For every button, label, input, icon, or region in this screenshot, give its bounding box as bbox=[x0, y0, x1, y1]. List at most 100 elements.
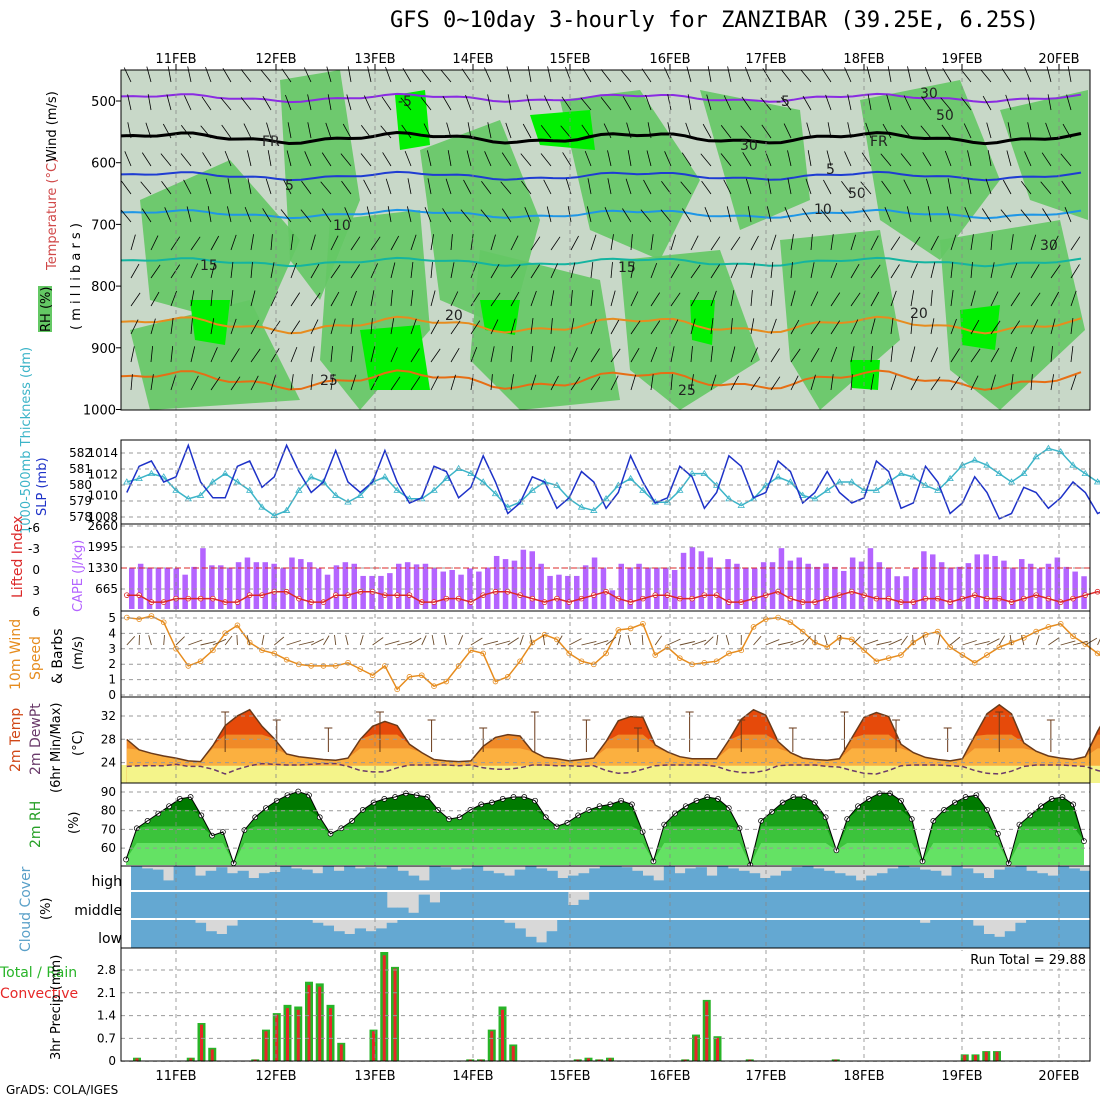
cloud-cover-bar bbox=[1036, 873, 1048, 890]
wind-barb bbox=[187, 66, 192, 83]
wind-barb bbox=[870, 291, 880, 307]
wind-barb bbox=[882, 123, 892, 139]
contour-label: 50 bbox=[848, 186, 866, 202]
wind-barb bbox=[301, 180, 312, 195]
wind-barb bbox=[350, 346, 354, 363]
wind-barb bbox=[942, 68, 952, 83]
cloud-cover-bar bbox=[131, 920, 143, 948]
thickness-tick-label: 580 bbox=[69, 478, 92, 492]
wind-barb bbox=[1050, 235, 1059, 251]
contour-label: -5 bbox=[776, 94, 790, 110]
cape-bar bbox=[431, 567, 438, 609]
cloud-cover-bar bbox=[376, 928, 388, 948]
rh2m-axis-label: 2m RH bbox=[28, 801, 44, 848]
cloud-cover-bar bbox=[781, 870, 793, 890]
precip-convective-bar bbox=[716, 1037, 719, 1061]
precip-convective-bar bbox=[135, 1058, 139, 1061]
thickness-tick-label: 582 bbox=[69, 446, 92, 460]
wind-barb bbox=[190, 236, 201, 251]
slp-tick-label: 1012 bbox=[87, 467, 118, 481]
wind-barb bbox=[930, 347, 938, 363]
precip-label-c: 3hr Precip (mm) bbox=[49, 955, 64, 1060]
cloud-cover-bar bbox=[908, 892, 921, 918]
cape-bar bbox=[858, 561, 865, 609]
cloud-cover-bar bbox=[727, 892, 739, 918]
wind-barb bbox=[926, 178, 932, 195]
cloud-cover-bar bbox=[312, 873, 324, 890]
wind-barb bbox=[260, 69, 272, 83]
day-label-bottom: 17FEB bbox=[745, 1069, 786, 1084]
cloud-cover-bar bbox=[472, 866, 484, 890]
cloud-cover-bar bbox=[717, 920, 729, 948]
cloud-cover-bar bbox=[365, 931, 377, 948]
wind-barb bbox=[622, 95, 632, 111]
cloud-cover-bar bbox=[365, 892, 377, 918]
wind-barb bbox=[604, 207, 612, 223]
cloud-cover-bar bbox=[184, 920, 196, 948]
contour-label: 10 bbox=[333, 218, 351, 234]
cloud-cover-bar bbox=[376, 868, 388, 890]
wind-tick-label: 2 bbox=[108, 657, 116, 671]
cloud-cover-bar bbox=[397, 870, 409, 890]
cloud-cover-bar bbox=[887, 868, 899, 890]
wind-barb bbox=[407, 206, 412, 223]
cloud-level-low: low bbox=[98, 931, 122, 947]
wind-barb bbox=[710, 346, 714, 363]
surface-wind-barb bbox=[876, 641, 892, 646]
precip-convective-bar bbox=[264, 1031, 268, 1061]
surface-wind-barb bbox=[495, 640, 511, 646]
cape-bar bbox=[1027, 563, 1034, 609]
cape-bar bbox=[582, 565, 589, 609]
surface-wind-barb bbox=[421, 635, 427, 646]
cloud-cover-bar bbox=[450, 892, 462, 918]
wind-barb bbox=[970, 375, 979, 391]
wind-barb bbox=[490, 263, 500, 279]
cloud-cover-bar bbox=[663, 920, 675, 948]
wind-barb bbox=[661, 180, 672, 195]
surface-wind-barb bbox=[556, 635, 563, 646]
wind-barb bbox=[244, 206, 252, 223]
temp-tick-label: 28 bbox=[101, 732, 116, 746]
cape-bar bbox=[930, 554, 936, 609]
surface-wind-barb bbox=[888, 638, 902, 646]
cloud-cover-bar bbox=[194, 922, 207, 948]
wind-barb bbox=[170, 374, 177, 391]
cloud-cover-bar bbox=[290, 920, 302, 948]
cloud-cover-bar bbox=[685, 892, 697, 918]
cloud-cover-bar bbox=[226, 873, 239, 890]
wind-barb bbox=[670, 263, 680, 279]
wind-barb bbox=[1006, 150, 1012, 167]
wind-barb bbox=[570, 318, 575, 335]
cloud-cover-bar bbox=[408, 875, 420, 890]
cloud-cover-bar bbox=[344, 934, 356, 948]
wind-barb bbox=[890, 346, 894, 363]
precip-label-a: Total / Rain bbox=[0, 965, 77, 981]
wind-barb bbox=[970, 262, 973, 279]
precip-convective-bar bbox=[963, 1055, 967, 1061]
wind-barb bbox=[446, 122, 452, 139]
thickness-point bbox=[332, 491, 340, 498]
cloud-cover-bar bbox=[685, 920, 697, 948]
wind-tick-label: 4 bbox=[108, 626, 116, 640]
wind-barb bbox=[780, 97, 792, 111]
wind-barb bbox=[304, 151, 312, 167]
wind-barb bbox=[430, 290, 436, 307]
wind-barb bbox=[224, 150, 232, 167]
wind-barb bbox=[470, 292, 481, 307]
wind-barb bbox=[340, 153, 352, 167]
wind-barb bbox=[930, 318, 935, 335]
cape-bar bbox=[253, 562, 260, 609]
cloud-cover-bar bbox=[962, 920, 974, 948]
wind-barb bbox=[964, 207, 972, 223]
cloud-cover-bar bbox=[834, 920, 846, 948]
cloud-cover-bar bbox=[1026, 870, 1038, 890]
surface-wind-barb bbox=[1060, 640, 1076, 646]
cape-bar bbox=[947, 567, 954, 609]
wind-barb bbox=[250, 290, 256, 307]
surface-wind-barb bbox=[667, 638, 681, 646]
wind-barb bbox=[270, 234, 273, 251]
wind-barb bbox=[950, 234, 957, 251]
surface-wind-barb bbox=[1009, 634, 1012, 646]
wind-barb bbox=[221, 124, 232, 139]
wind-barb bbox=[1024, 151, 1032, 167]
